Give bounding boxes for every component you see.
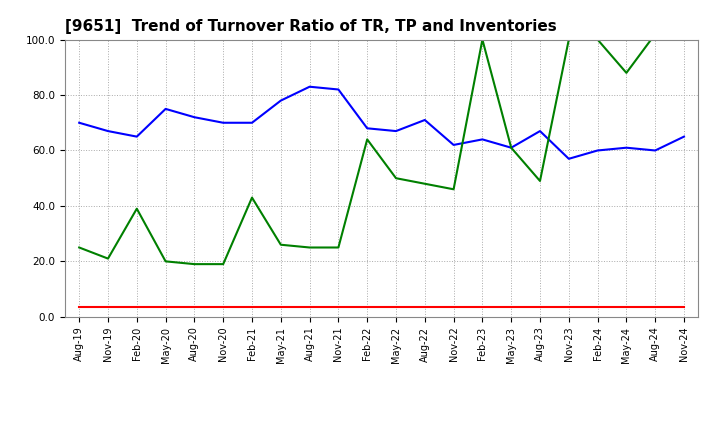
Trade Payables	[132, 134, 141, 139]
Trade Payables	[536, 128, 544, 134]
Trade Payables	[248, 120, 256, 125]
Trade Payables	[478, 137, 487, 142]
Trade Payables	[507, 145, 516, 150]
Inventories	[104, 256, 112, 261]
Inventories	[75, 245, 84, 250]
Trade Receivables	[622, 304, 631, 310]
Trade Receivables	[161, 304, 170, 310]
Trade Payables	[392, 128, 400, 134]
Trade Receivables	[75, 304, 84, 310]
Inventories	[334, 245, 343, 250]
Trade Payables	[219, 120, 228, 125]
Trade Receivables	[305, 304, 314, 310]
Inventories	[680, 31, 688, 37]
Trade Payables	[622, 145, 631, 150]
Trade Payables	[420, 117, 429, 123]
Inventories	[276, 242, 285, 247]
Inventories	[651, 31, 660, 37]
Inventories	[190, 261, 199, 267]
Inventories	[161, 259, 170, 264]
Trade Payables	[363, 126, 372, 131]
Trade Receivables	[132, 304, 141, 310]
Trade Receivables	[392, 304, 400, 310]
Trade Payables	[190, 114, 199, 120]
Inventories	[420, 181, 429, 187]
Trade Receivables	[680, 304, 688, 310]
Trade Payables	[564, 156, 573, 161]
Trade Receivables	[536, 304, 544, 310]
Trade Receivables	[104, 304, 112, 310]
Trade Payables	[305, 84, 314, 89]
Inventories	[363, 137, 372, 142]
Trade Receivables	[363, 304, 372, 310]
Trade Receivables	[507, 304, 516, 310]
Trade Receivables	[190, 304, 199, 310]
Inventories	[392, 176, 400, 181]
Inventories	[564, 37, 573, 42]
Inventories	[449, 187, 458, 192]
Text: [9651]  Trend of Turnover Ratio of TR, TP and Inventories: [9651] Trend of Turnover Ratio of TR, TP…	[65, 19, 557, 34]
Trade Payables	[104, 128, 112, 134]
Trade Payables	[75, 120, 84, 125]
Inventories	[593, 37, 602, 42]
Inventories	[622, 70, 631, 76]
Trade Payables	[593, 148, 602, 153]
Trade Receivables	[478, 304, 487, 310]
Inventories	[478, 37, 487, 42]
Inventories	[305, 245, 314, 250]
Trade Payables	[651, 148, 660, 153]
Trade Receivables	[276, 304, 285, 310]
Trade Payables	[334, 87, 343, 92]
Trade Receivables	[593, 304, 602, 310]
Trade Receivables	[334, 304, 343, 310]
Inventories	[132, 206, 141, 211]
Trade Receivables	[564, 304, 573, 310]
Trade Payables	[680, 134, 688, 139]
Inventories	[219, 261, 228, 267]
Trade Receivables	[219, 304, 228, 310]
Trade Receivables	[651, 304, 660, 310]
Trade Receivables	[449, 304, 458, 310]
Inventories	[507, 145, 516, 150]
Trade Receivables	[420, 304, 429, 310]
Trade Receivables	[248, 304, 256, 310]
Trade Payables	[449, 142, 458, 147]
Trade Payables	[161, 106, 170, 111]
Inventories	[248, 195, 256, 200]
Trade Payables	[276, 98, 285, 103]
Line: Inventories: Inventories	[79, 34, 684, 264]
Inventories	[536, 178, 544, 183]
Line: Trade Payables: Trade Payables	[79, 87, 684, 159]
